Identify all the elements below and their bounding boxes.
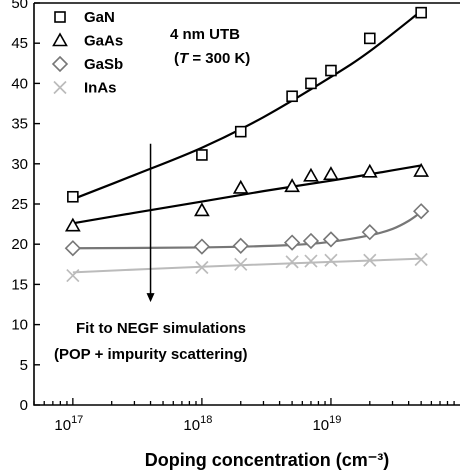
legend-label-gan: GaN <box>84 9 115 26</box>
data-point-gaas <box>284 178 300 193</box>
data-point-inas <box>363 253 377 267</box>
data-point-inas <box>195 260 209 275</box>
legend-marker-gan <box>54 11 66 23</box>
data-point-inas <box>414 252 428 267</box>
y-tick-label: 30 <box>11 156 28 173</box>
y-tick-label: 20 <box>11 236 28 253</box>
data-point-gan <box>196 149 208 161</box>
y-tick-label: 15 <box>11 276 28 293</box>
data-point-gan <box>415 6 427 19</box>
x-tick-label: 1017 <box>54 414 83 434</box>
fit-line-gan <box>72 10 422 201</box>
annotation-utb: 4 nm UTB <box>170 26 240 43</box>
data-point-gasb <box>302 232 320 250</box>
data-point-gan <box>305 77 317 90</box>
data-point-gasb <box>283 234 301 251</box>
legend-marker-gaas <box>52 32 68 47</box>
data-point-inas <box>66 268 80 283</box>
data-point-gaas <box>64 217 81 232</box>
y-tick-label: 5 <box>20 357 28 374</box>
data-point-inas <box>324 253 338 267</box>
x-axis-ticks: 1017 1018 1019 <box>33 398 455 434</box>
data-point-gan <box>286 90 298 103</box>
data-point-gaas <box>194 202 210 217</box>
arrow-head <box>146 293 155 303</box>
data-point-inas <box>304 254 318 268</box>
x-tick-label: 1018 <box>183 414 212 434</box>
legend-label-inas: InAs <box>84 80 117 97</box>
data-point-gan <box>325 64 337 77</box>
data-point-inas <box>285 255 299 269</box>
data-point-gaas <box>232 179 249 194</box>
data-point-gaas <box>413 162 430 177</box>
data-point-gasb <box>361 224 378 241</box>
legend-label-gaas: GaAs <box>84 33 123 50</box>
y-tick-label: 10 <box>11 317 28 334</box>
legend-marker-inas <box>53 80 67 95</box>
data-point-gasb <box>193 238 211 255</box>
legend: GaN GaAs GaSb InAs <box>51 9 123 97</box>
x-tick-label: 1019 <box>312 414 341 434</box>
y-axis-ticks: 0 5 10 15 20 25 30 35 40 45 50 <box>11 0 40 414</box>
annotation-temperature: (T = 300 K) <box>174 50 250 67</box>
annotation-fit-line1: Fit to NEGF simulations <box>76 320 246 337</box>
data-markers <box>64 6 430 283</box>
data-point-gasb <box>64 240 81 257</box>
data-point-gasb <box>413 203 430 220</box>
data-point-inas <box>234 257 248 271</box>
annotation-fit-line2: (POP + impurity scattering) <box>54 346 248 363</box>
data-point-gaas <box>303 167 319 182</box>
y-tick-label: 35 <box>11 116 28 133</box>
data-point-gan <box>67 190 79 203</box>
legend-marker-gasb <box>51 55 69 73</box>
y-tick-label: 50 <box>11 0 28 12</box>
fit-line-inas <box>72 257 422 274</box>
plot-frame <box>33 2 460 406</box>
data-point-gasb <box>322 231 340 248</box>
y-tick-label: 25 <box>11 196 28 213</box>
data-point-gan <box>363 32 376 45</box>
x-axis-label: Doping concentration (cm⁻³) <box>145 450 390 470</box>
y-tick-label: 40 <box>11 75 28 92</box>
y-tick-label: 45 <box>11 35 28 52</box>
data-point-gan <box>234 125 247 138</box>
legend-label-gasb: GaSb <box>84 56 123 73</box>
annotations: 4 nm UTB (T = 300 K) Fit to NEGF simulatio… <box>54 26 250 363</box>
y-tick-label: 0 <box>20 397 28 414</box>
data-point-gaas <box>361 163 378 178</box>
data-point-gasb <box>232 237 249 254</box>
data-point-gaas <box>323 166 339 181</box>
